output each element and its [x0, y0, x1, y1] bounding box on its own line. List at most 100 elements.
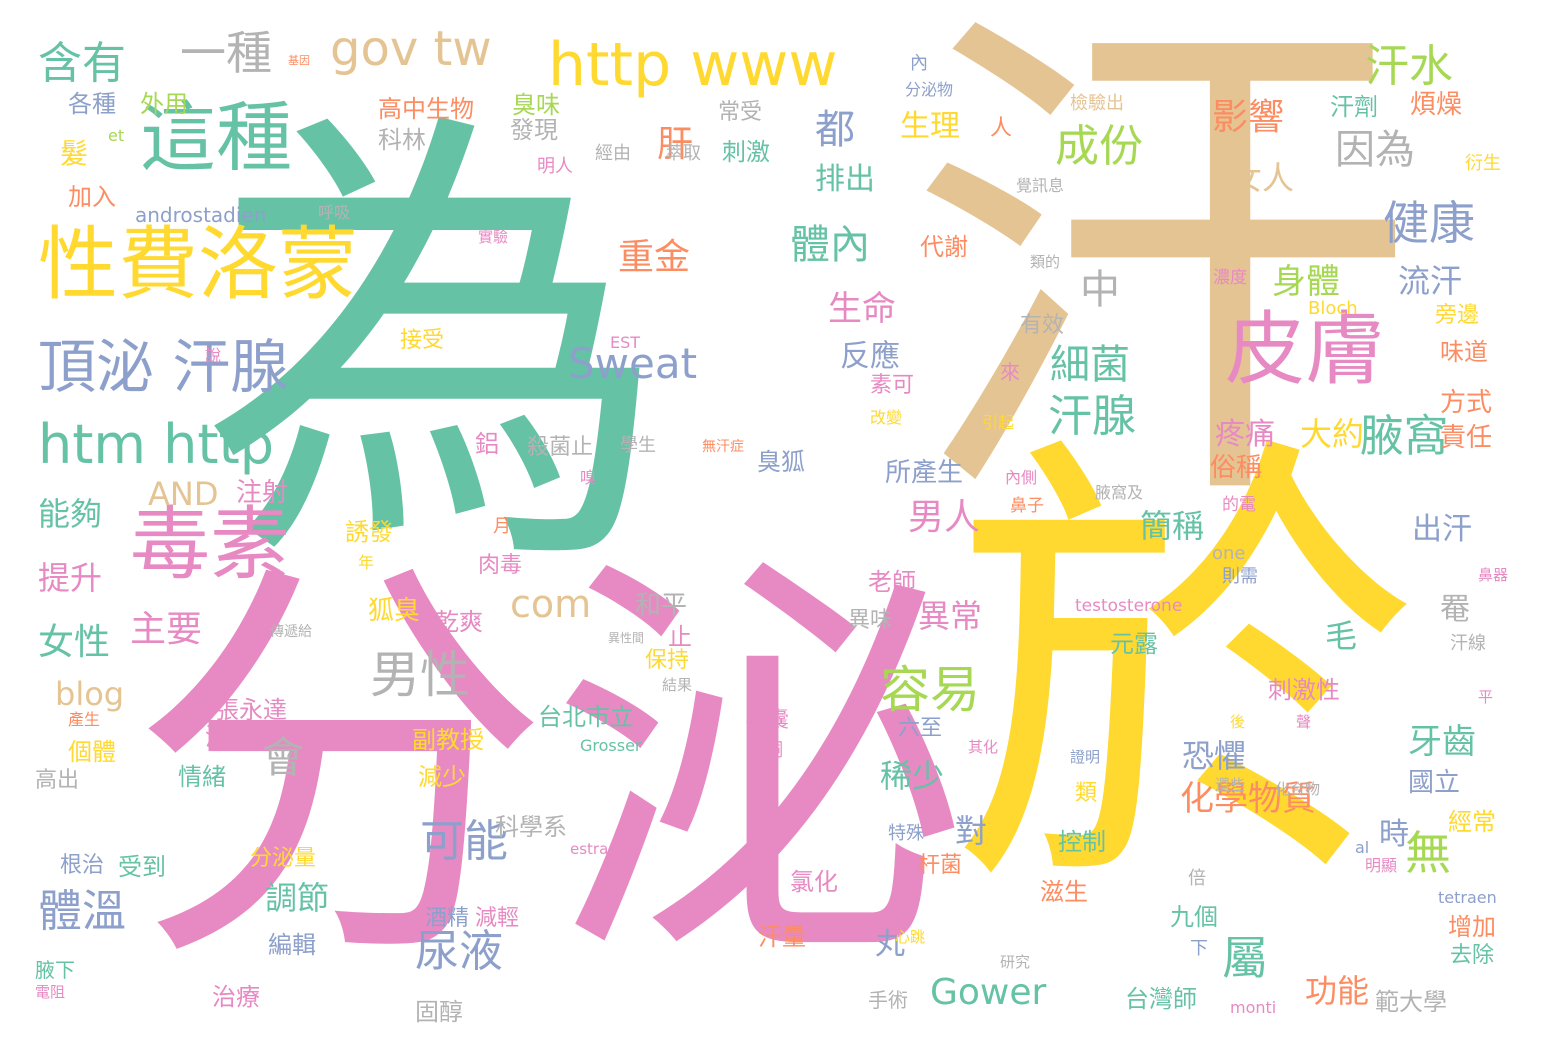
cloud-word: 汗線 — [1450, 633, 1486, 654]
cloud-word: htm http — [38, 413, 275, 476]
cloud-word: 鋁 — [475, 430, 499, 458]
cloud-word: 誘發 — [345, 518, 393, 546]
cloud-word: 還些 — [1215, 776, 1246, 794]
cloud-word: 則需 — [1222, 566, 1258, 587]
cloud-word: tetraen — [1438, 888, 1497, 907]
cloud-word: 台北市立 — [538, 703, 634, 731]
cloud-word: 生理 — [900, 109, 960, 144]
cloud-word: 生命 — [828, 289, 896, 329]
cloud-word: 男人 — [908, 497, 981, 538]
cloud-word: 受到 — [118, 853, 166, 881]
cloud-word: 科林 — [378, 126, 426, 154]
cloud-word: 六至 — [898, 716, 943, 741]
cloud-word: 高出 — [35, 768, 80, 793]
cloud-word: testosterone — [1075, 596, 1183, 616]
cloud-word: Gower — [930, 972, 1047, 1013]
cloud-word: 體溫 — [38, 886, 126, 937]
cloud-word: 俗稱 — [1210, 453, 1263, 483]
cloud-word: gov tw — [330, 21, 492, 77]
cloud-word: 女性 — [38, 622, 111, 663]
cloud-word: 分泌 — [130, 525, 970, 1014]
cloud-word: 刺激 — [722, 138, 770, 166]
cloud-word: 汗腺 — [1048, 391, 1136, 442]
cloud-word: 皮膚 — [1225, 303, 1385, 396]
cloud-word: 外用 — [140, 90, 188, 118]
cloud-word: 聲 — [1296, 713, 1312, 731]
cloud-word: 治療 — [212, 983, 260, 1011]
cloud-word: 老師 — [868, 568, 916, 596]
cloud-word: 重金 — [618, 237, 691, 278]
cloud-word: 滋生 — [1040, 878, 1088, 906]
cloud-word: 國立 — [1408, 768, 1461, 798]
cloud-word: 恐懼 — [1182, 737, 1247, 775]
cloud-word: 出汗 — [1412, 512, 1472, 547]
cloud-word: 萃取 — [665, 143, 701, 164]
cloud-word: 女人 — [1230, 159, 1295, 197]
cloud-word: 身體 — [1272, 262, 1340, 302]
cloud-word: estra — [570, 840, 609, 858]
cloud-word: 明顯 — [1365, 856, 1398, 875]
cloud-word: 旁邊 — [1435, 303, 1480, 328]
cloud-word: 能夠 — [38, 495, 103, 533]
cloud-word: 鼻器 — [1478, 566, 1509, 584]
cloud-word: 分泌量 — [250, 846, 317, 871]
cloud-word: 的電 — [1222, 495, 1256, 515]
cloud-word: 張永達 — [215, 696, 287, 724]
cloud-word: 異性間 — [608, 631, 645, 645]
cloud-word: 分泌物 — [905, 80, 954, 99]
cloud-word: 月 — [493, 516, 511, 537]
cloud-word: 對 — [955, 812, 988, 850]
cloud-word: 汗水 — [1365, 41, 1453, 92]
cloud-word: 細菌 — [1050, 342, 1130, 388]
cloud-word: 大約 — [1300, 415, 1365, 453]
cloud-word: androstadien — [135, 203, 267, 227]
cloud-word: 會 — [262, 733, 305, 782]
cloud-word: 調節 — [265, 879, 330, 917]
cloud-word: 男性 — [370, 646, 470, 704]
cloud-word: 臭狐 — [757, 448, 805, 476]
cloud-word: 保持 — [645, 648, 690, 673]
cloud-word: 科學系 — [495, 813, 567, 841]
cloud-word: 年 — [358, 553, 375, 572]
cloud-word: 下 — [1190, 938, 1208, 959]
cloud-word: 主要 — [130, 609, 203, 650]
cloud-word: 殺菌止 — [527, 435, 594, 460]
cloud-word: 所產生 — [885, 458, 964, 488]
cloud-word: 為 — [200, 76, 670, 623]
cloud-word: 研究 — [1000, 953, 1031, 971]
cloud-word: 牙齒 — [1408, 722, 1476, 762]
cloud-word: 簡稱 — [1140, 507, 1205, 545]
cloud-word: 學生 — [620, 435, 656, 456]
cloud-word: 接受 — [400, 328, 445, 353]
cloud-word: 注射 — [236, 478, 289, 508]
cloud-word: 功能 — [1305, 972, 1370, 1010]
cloud-word: blog — [55, 675, 125, 713]
cloud-word: 內側 — [1005, 468, 1038, 487]
cloud-word: 代謝 — [920, 233, 968, 261]
cloud-word: 肉毒 — [478, 553, 523, 578]
cloud-word: 個體 — [68, 738, 116, 766]
cloud-word: 增加 — [1448, 913, 1496, 941]
cloud-word: 情緒 — [178, 763, 226, 791]
cloud-word: 人 — [990, 116, 1013, 141]
cloud-word: 氯化 — [790, 868, 838, 896]
cloud-word: 常受 — [718, 100, 763, 125]
cloud-word: 頂泌 汗腺 — [38, 333, 289, 401]
cloud-word: 特殊 — [888, 823, 924, 844]
cloud-word: 各種 — [68, 90, 116, 118]
cloud-word: 容易 — [880, 661, 980, 719]
cloud-word: 編輯 — [268, 931, 316, 959]
cloud-word: 倍 — [1188, 868, 1206, 889]
cloud-word: et — [108, 126, 125, 145]
cloud-word: 尿液 — [415, 926, 503, 977]
cloud-word: 臭味 — [512, 91, 560, 119]
cloud-word: AND — [148, 475, 219, 513]
cloud-word: 於 — [950, 401, 1420, 948]
cloud-word: 心跳 — [895, 928, 926, 946]
cloud-word: 毛 — [1325, 617, 1358, 655]
cloud-word: 屬 — [1222, 931, 1268, 985]
cloud-word: 毛囊 — [745, 708, 790, 733]
cloud-word: 腋下 — [35, 958, 75, 982]
cloud-word: 汗劑 — [1330, 93, 1378, 121]
cloud-word: 狐臭 — [368, 596, 421, 626]
